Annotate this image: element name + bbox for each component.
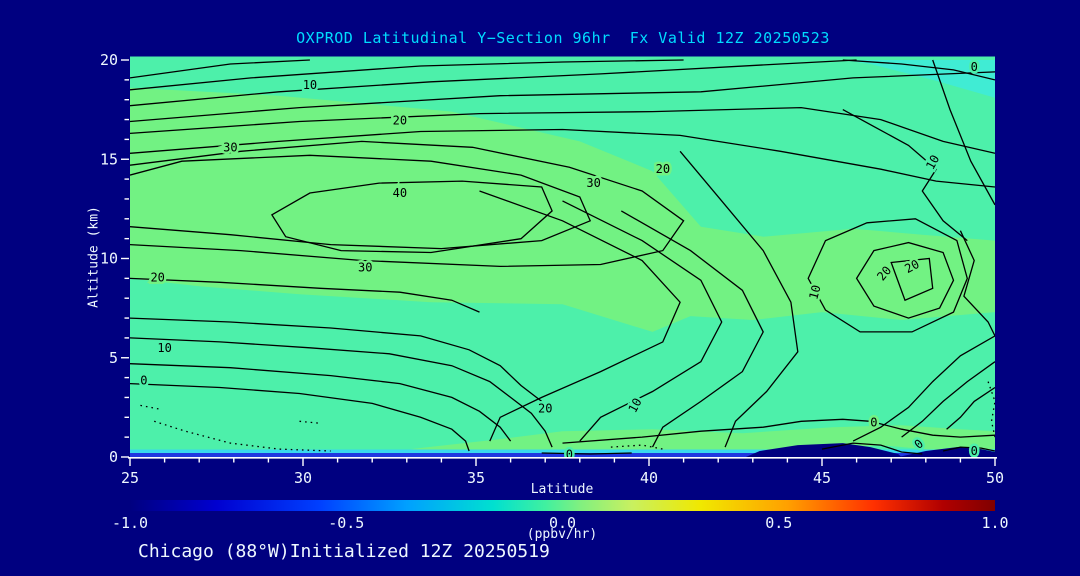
x-axis-tick-label: 30 — [294, 469, 312, 487]
contour-line — [130, 128, 995, 188]
chart-title: OXPROD Latitudinal Y−Section 96hr Fx Val… — [296, 29, 830, 47]
colorbar-tick-label: -0.5 — [328, 514, 365, 532]
x-axis-tick-label: 35 — [467, 469, 485, 487]
contour-line-10 — [620, 210, 764, 448]
contour-fill-region — [410, 425, 995, 455]
contour-line — [852, 230, 995, 442]
contour-level-label: 0 — [566, 448, 573, 462]
contour-line — [130, 71, 995, 123]
contour-line — [610, 444, 663, 450]
contour-line — [890, 257, 934, 302]
x-axis-tick-label: 40 — [640, 469, 658, 487]
y-axis-tick-label: 0 — [109, 448, 118, 466]
contour-level-label: 20 — [393, 114, 407, 128]
contour-line — [154, 420, 331, 452]
contour-level-label: 20 — [538, 401, 552, 415]
contour-level-label: 20 — [150, 270, 164, 284]
contour-line — [562, 200, 723, 442]
station-init-text: Chicago (88°W)Initialized 12Z 20250519 — [138, 541, 550, 562]
contour-line-20 — [679, 150, 799, 448]
contour-line-0 — [130, 59, 310, 79]
contour-level-label: 0 — [870, 415, 877, 429]
contour-level-label: 30 — [358, 260, 372, 274]
contour-line — [541, 452, 632, 455]
y-axis-tick-label: 10 — [100, 250, 118, 268]
contour-line — [299, 420, 321, 424]
contour-fill-region — [898, 447, 995, 457]
contour-level-label: 10 — [303, 78, 317, 92]
contour-line-0 — [130, 382, 470, 452]
contour-level-label: 40 — [393, 186, 407, 200]
contour-line — [140, 404, 162, 411]
contour-line — [130, 363, 512, 442]
colorbar-tick-label: -1.0 — [111, 514, 149, 532]
x-axis-tick-label: 45 — [813, 469, 831, 487]
contour-line-20 — [855, 241, 955, 319]
contour-line — [946, 386, 995, 430]
contour-line-0 — [562, 418, 995, 444]
contour-line-20 — [130, 106, 995, 154]
y-axis-tick-label: 20 — [100, 51, 118, 69]
contour-line — [130, 154, 592, 250]
contour-level-label: 10 — [157, 341, 171, 355]
contour-line-30 — [130, 140, 685, 268]
contour-line — [932, 59, 995, 206]
contour-fill-region — [130, 87, 995, 332]
contour-line — [901, 361, 995, 438]
contour-level-label: 0 — [971, 444, 978, 458]
contour-line-40 — [270, 180, 553, 254]
y-axis-tick-label: 15 — [100, 150, 118, 168]
contour-line — [130, 317, 543, 402]
contour-level-label: 10 — [806, 283, 823, 301]
colorbar-gradient — [130, 500, 995, 511]
contour-fill-region — [745, 443, 902, 457]
contour-level-label: 30 — [586, 176, 600, 190]
colorbar-tick-label: 0.0 — [548, 514, 577, 532]
contour-line-10 — [807, 218, 968, 333]
contour-level-label: 30 — [223, 140, 237, 154]
contour-line-10 — [130, 59, 684, 91]
x-axis-tick-label: 25 — [121, 469, 139, 487]
x-axis-tick-label: 50 — [986, 469, 1004, 487]
colorbar-tick-label: 1.0 — [981, 514, 1009, 532]
contour-fill-region — [842, 60, 995, 98]
contour-level-label: 0 — [140, 374, 147, 388]
contour-line-20 — [130, 277, 480, 313]
contour-line — [130, 59, 857, 107]
contour-line-10 — [842, 109, 968, 242]
contour-line-0 — [842, 59, 995, 81]
colorbar-unit-label: (ppbv/hr) — [526, 527, 598, 542]
x-axis-title: Latitude — [530, 482, 594, 497]
contour-level-label: 0 — [971, 60, 978, 74]
contour-line-0 — [942, 446, 995, 452]
y-axis-tick-label: 5 — [109, 349, 118, 367]
contour-level-label: 20 — [656, 162, 670, 176]
contour-line-10 — [130, 337, 553, 448]
contour-line — [821, 442, 923, 455]
colorbar-tick-label: 0.5 — [765, 514, 793, 532]
contour-line — [479, 190, 681, 442]
